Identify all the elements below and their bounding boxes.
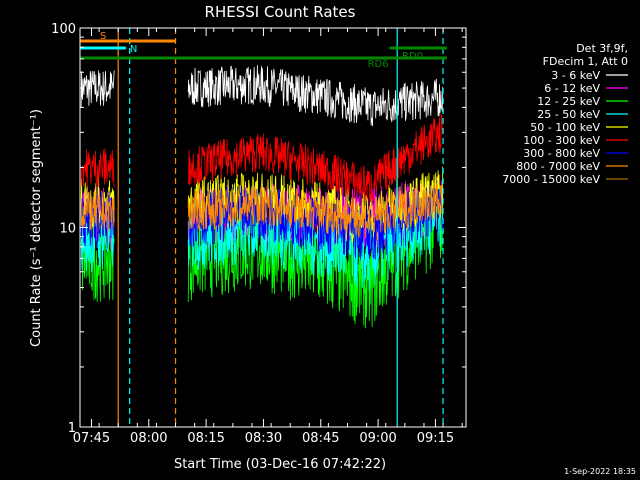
- x-tick-label-2: 08:15: [187, 431, 224, 446]
- y-tick-label-2: 100: [51, 22, 76, 37]
- annotation-label-2: RD6: [368, 59, 389, 70]
- y-axis-label: Count Rate (s⁻¹ detector segment⁻¹): [29, 109, 44, 347]
- legend-header-0: Det 3f,9f,: [576, 42, 628, 55]
- x-tick-label-0: 07:45: [73, 431, 110, 446]
- legend-label-8: 7000 - 15000 keV: [502, 173, 600, 186]
- x-tick-label-1: 08:00: [130, 431, 167, 446]
- legend-label-6: 300 - 800 keV: [523, 147, 600, 160]
- legend-header-1: FDecim 1, Att 0: [543, 55, 628, 68]
- series-line-0-1: [187, 65, 444, 127]
- series-line-3-0: [80, 202, 115, 272]
- y-tick-label-0: 1: [68, 421, 76, 436]
- legend-label-5: 100 - 300 keV: [523, 134, 600, 147]
- footer-timestamp: 1-Sep-2022 18:35: [564, 467, 636, 476]
- legend-label-0: 3 - 6 keV: [551, 69, 600, 82]
- x-axis-label: Start Time (03-Dec-16 07:42:22): [174, 457, 386, 472]
- x-tick-label-5: 09:00: [359, 431, 396, 446]
- legend-label-3: 25 - 50 keV: [537, 108, 600, 121]
- series-line-7-0: [80, 191, 115, 232]
- x-tick-label-4: 08:45: [302, 431, 339, 446]
- annotation-label-1: N: [130, 44, 137, 55]
- annotation-label-3: RD0: [402, 51, 423, 62]
- legend-label-1: 6 - 12 keV: [544, 82, 600, 95]
- series-line-7-1: [187, 182, 444, 239]
- series-line-5-0: [80, 148, 115, 188]
- x-tick-label-3: 08:30: [245, 431, 282, 446]
- legend-label-4: 50 - 100 keV: [530, 121, 600, 134]
- legend-label-7: 800 - 7000 keV: [516, 160, 600, 173]
- y-tick-label-1: 10: [59, 222, 76, 237]
- series-line-0-0: [80, 70, 115, 109]
- series-line-5-1: [187, 113, 444, 203]
- annotation-label-0: S: [100, 31, 106, 42]
- legend-label-2: 12 - 25 keV: [537, 95, 600, 108]
- chart-title: RHESSI Count Rates: [205, 3, 356, 21]
- x-tick-label-6: 09:15: [417, 431, 454, 446]
